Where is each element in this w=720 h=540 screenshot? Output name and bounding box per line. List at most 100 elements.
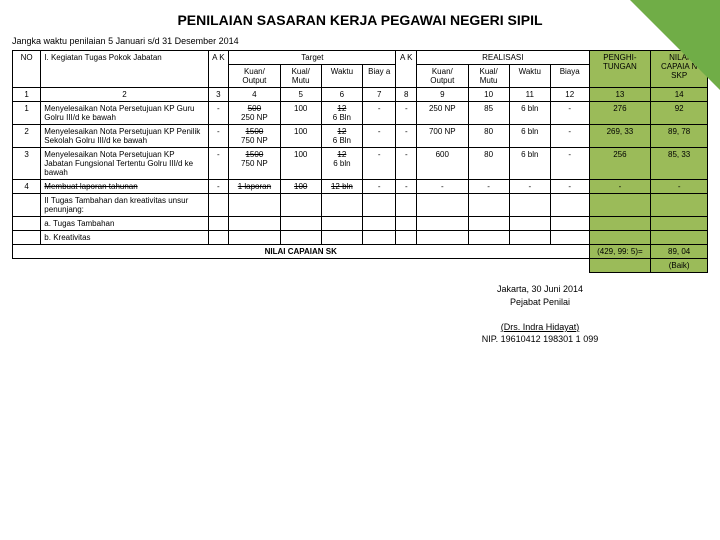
cell-keg: Membuat laporan tahunan: [41, 180, 208, 194]
strike-text: 1500: [245, 150, 263, 159]
cell-keg: Menyelesaikan Nota Persetujuan KP Guru G…: [41, 102, 208, 125]
hdr-t-kual: Kual/ Mutu: [280, 65, 321, 88]
hdr-r-kual: Kual/ Mutu: [468, 65, 509, 88]
cell-r-waktu: 6 bln: [509, 125, 550, 148]
cell-no: 1: [13, 102, 41, 125]
cell-t-kuan: 1500750 NP: [229, 148, 280, 180]
cell-no: 2: [13, 125, 41, 148]
cell-r-kuan: -: [417, 180, 468, 194]
strike-text: Membuat laporan tahunan: [44, 182, 137, 191]
cell-t-kuan: 1500750 NP: [229, 125, 280, 148]
cell-peng: 276: [589, 102, 651, 125]
cell-nilai-calc: (429, 99: 5)=: [589, 245, 651, 259]
strike-text: 1 laporan: [238, 182, 271, 191]
baik-row: (Baik): [13, 259, 708, 273]
cell-baik: (Baik): [651, 259, 708, 273]
cell-ak: -: [208, 125, 229, 148]
table-row: 3 Menyelesaikan Nota Persetujuan KP Jaba…: [13, 148, 708, 180]
hdr-target: Target: [229, 51, 396, 65]
cell-nilai: 92: [651, 102, 708, 125]
strike-text: 500: [248, 104, 261, 113]
cell-t-kual: 100: [280, 102, 321, 125]
num-cell: 3: [208, 88, 229, 102]
cell-t-kual: 100: [280, 148, 321, 180]
hdr-ak2: A K: [396, 51, 417, 88]
strike-text: 12: [337, 127, 346, 136]
nilai-capaian-row: NILAI CAPAIAN SK (429, 99: 5)= 89, 04: [13, 245, 708, 259]
cell-nilai: 85, 33: [651, 148, 708, 180]
cell-t-kual: 100: [280, 125, 321, 148]
cell-t-waktu: 12 bln: [321, 180, 362, 194]
cell-t-biaya: -: [362, 102, 396, 125]
cell-r-biaya: -: [550, 125, 589, 148]
cell-r-kual: 80: [468, 148, 509, 180]
hdr-r-kuan: Kuan/ Output: [417, 65, 468, 88]
cell-t-waktu: 126 bln: [321, 148, 362, 180]
cell-peng: -: [589, 180, 651, 194]
num-cell: 2: [41, 88, 208, 102]
text: 6 Bln: [333, 113, 351, 122]
tambahan-header-row: II Tugas Tambahan dan kreativitas unsur …: [13, 194, 708, 217]
cell-ak: -: [208, 180, 229, 194]
strike-text: 12: [337, 104, 346, 113]
cell-r-waktu: -: [509, 180, 550, 194]
hdr-t-biaya: Biay a: [362, 65, 396, 88]
number-row: 1 2 3 4 5 6 7 8 9 10 11 12 13 14: [13, 88, 708, 102]
strike-text: 100: [294, 182, 307, 191]
cell-nilai: -: [651, 180, 708, 194]
strike-text: 1500: [245, 127, 263, 136]
hdr-r-waktu: Waktu: [509, 65, 550, 88]
cell-r-kuan: 600: [417, 148, 468, 180]
cell-nilai-val: 89, 04: [651, 245, 708, 259]
hdr-r-biaya: Biaya: [550, 65, 589, 88]
cell-t-kual: 100: [280, 180, 321, 194]
cell-ak: -: [208, 102, 229, 125]
num-cell: 1: [13, 88, 41, 102]
cell-r-waktu: 6 bln: [509, 148, 550, 180]
footer-nip: NIP. 19610412 198301 1 099: [372, 333, 708, 346]
cell-no: 3: [13, 148, 41, 180]
cell-r-kual: -: [468, 180, 509, 194]
text: 750 NP: [241, 159, 268, 168]
cell-r-biaya: -: [550, 180, 589, 194]
period-text: Jangka waktu penilaian 5 Januari s/d 31 …: [12, 36, 708, 46]
cell-t-biaya: -: [362, 148, 396, 180]
strike-text: 12: [337, 150, 346, 159]
table-row: 1 Menyelesaikan Nota Persetujuan KP Guru…: [13, 102, 708, 125]
num-cell: 6: [321, 88, 362, 102]
hdr-t-waktu: Waktu: [321, 65, 362, 88]
cell-r-biaya: -: [550, 102, 589, 125]
cell-keg: Menyelesaikan Nota Persetujuan KP Penili…: [41, 125, 208, 148]
hdr-realisasi: REALISASI: [417, 51, 589, 65]
cell-r-waktu: 6 bln: [509, 102, 550, 125]
table-row: 2 Menyelesaikan Nota Persetujuan KP Peni…: [13, 125, 708, 148]
num-cell: 10: [468, 88, 509, 102]
hdr-no: NO: [13, 51, 41, 88]
cell-tambahan-hdr: II Tugas Tambahan dan kreativitas unsur …: [41, 194, 208, 217]
tambahan-a-row: a. Tugas Tambahan: [13, 217, 708, 231]
cell-r-kuan: 700 NP: [417, 125, 468, 148]
footer-role: Pejabat Penilai: [372, 296, 708, 309]
cell-r-biaya: -: [550, 148, 589, 180]
page-title: PENILAIAN SASARAN KERJA PEGAWAI NEGERI S…: [12, 12, 708, 28]
tambahan-b-row: b. Kreativitas: [13, 231, 708, 245]
table-row: 4 Membuat laporan tahunan - 1 laporan 10…: [13, 180, 708, 194]
cell-t-kuan: 1 laporan: [229, 180, 280, 194]
hdr-ak1: A K: [208, 51, 229, 88]
cell-ak2: -: [396, 180, 417, 194]
cell-nilai: 89, 78: [651, 125, 708, 148]
cell-ak2: -: [396, 125, 417, 148]
footer-name: (Drs. Indra Hidayat): [372, 321, 708, 334]
cell-peng: 256: [589, 148, 651, 180]
cell-no: 4: [13, 180, 41, 194]
cell-ak2: -: [396, 148, 417, 180]
text: 6 Bln: [333, 136, 351, 145]
cell-t-biaya: -: [362, 180, 396, 194]
cell-peng: 269, 33: [589, 125, 651, 148]
cell-keg: Menyelesaikan Nota Persetujuan KP Jabata…: [41, 148, 208, 180]
hdr-t-kuan: Kuan/ Output: [229, 65, 280, 88]
cell-r-kual: 85: [468, 102, 509, 125]
text: 750 NP: [241, 136, 268, 145]
cell-t-biaya: -: [362, 125, 396, 148]
cell-ak2: -: [396, 102, 417, 125]
